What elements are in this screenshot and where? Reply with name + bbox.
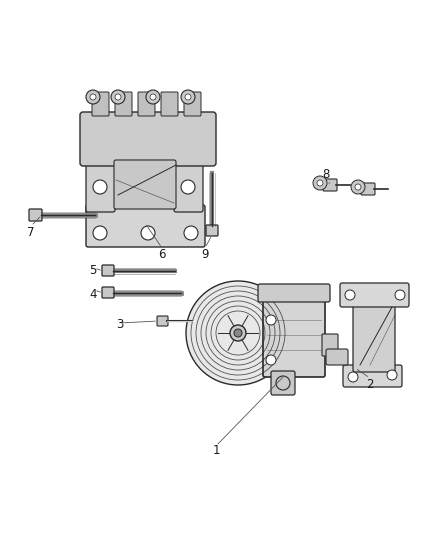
- Text: 3: 3: [117, 319, 124, 332]
- Circle shape: [93, 180, 107, 194]
- FancyBboxPatch shape: [86, 205, 205, 247]
- FancyBboxPatch shape: [174, 153, 203, 212]
- FancyBboxPatch shape: [271, 371, 295, 395]
- Circle shape: [181, 90, 195, 104]
- Circle shape: [93, 226, 107, 240]
- FancyBboxPatch shape: [206, 225, 218, 236]
- Text: 1: 1: [212, 445, 220, 457]
- FancyBboxPatch shape: [157, 316, 168, 326]
- FancyBboxPatch shape: [138, 92, 155, 116]
- FancyBboxPatch shape: [258, 284, 330, 302]
- Circle shape: [86, 90, 100, 104]
- Circle shape: [90, 94, 96, 100]
- Circle shape: [355, 184, 361, 190]
- Circle shape: [313, 176, 327, 190]
- Circle shape: [351, 180, 365, 194]
- Circle shape: [111, 90, 125, 104]
- Circle shape: [185, 94, 191, 100]
- FancyBboxPatch shape: [263, 298, 325, 377]
- Circle shape: [141, 226, 155, 240]
- Circle shape: [186, 281, 290, 385]
- Circle shape: [266, 355, 276, 365]
- Text: 6: 6: [158, 248, 166, 262]
- Text: 8: 8: [322, 168, 330, 182]
- Circle shape: [276, 376, 290, 390]
- FancyBboxPatch shape: [343, 365, 402, 387]
- FancyBboxPatch shape: [102, 287, 114, 298]
- FancyBboxPatch shape: [353, 298, 395, 372]
- FancyBboxPatch shape: [102, 265, 114, 276]
- FancyBboxPatch shape: [29, 209, 42, 221]
- FancyBboxPatch shape: [80, 112, 216, 166]
- Circle shape: [234, 329, 242, 337]
- Circle shape: [395, 290, 405, 300]
- FancyBboxPatch shape: [322, 334, 338, 356]
- FancyBboxPatch shape: [115, 92, 132, 116]
- Circle shape: [348, 372, 358, 382]
- Text: 9: 9: [201, 248, 209, 262]
- Circle shape: [317, 180, 323, 186]
- FancyBboxPatch shape: [361, 183, 375, 195]
- FancyBboxPatch shape: [92, 92, 109, 116]
- Circle shape: [146, 90, 160, 104]
- Text: 7: 7: [27, 227, 35, 239]
- Text: 2: 2: [366, 378, 374, 392]
- FancyBboxPatch shape: [86, 153, 115, 212]
- Circle shape: [184, 226, 198, 240]
- Circle shape: [387, 370, 397, 380]
- Circle shape: [150, 94, 156, 100]
- FancyBboxPatch shape: [326, 349, 348, 365]
- Text: 5: 5: [89, 264, 97, 278]
- Circle shape: [181, 180, 195, 194]
- FancyBboxPatch shape: [323, 179, 337, 191]
- FancyBboxPatch shape: [184, 92, 201, 116]
- Circle shape: [115, 94, 121, 100]
- Text: 4: 4: [89, 288, 97, 302]
- Circle shape: [266, 315, 276, 325]
- FancyBboxPatch shape: [161, 92, 178, 116]
- Circle shape: [345, 290, 355, 300]
- Circle shape: [230, 325, 246, 341]
- FancyBboxPatch shape: [340, 283, 409, 307]
- FancyBboxPatch shape: [114, 160, 176, 209]
